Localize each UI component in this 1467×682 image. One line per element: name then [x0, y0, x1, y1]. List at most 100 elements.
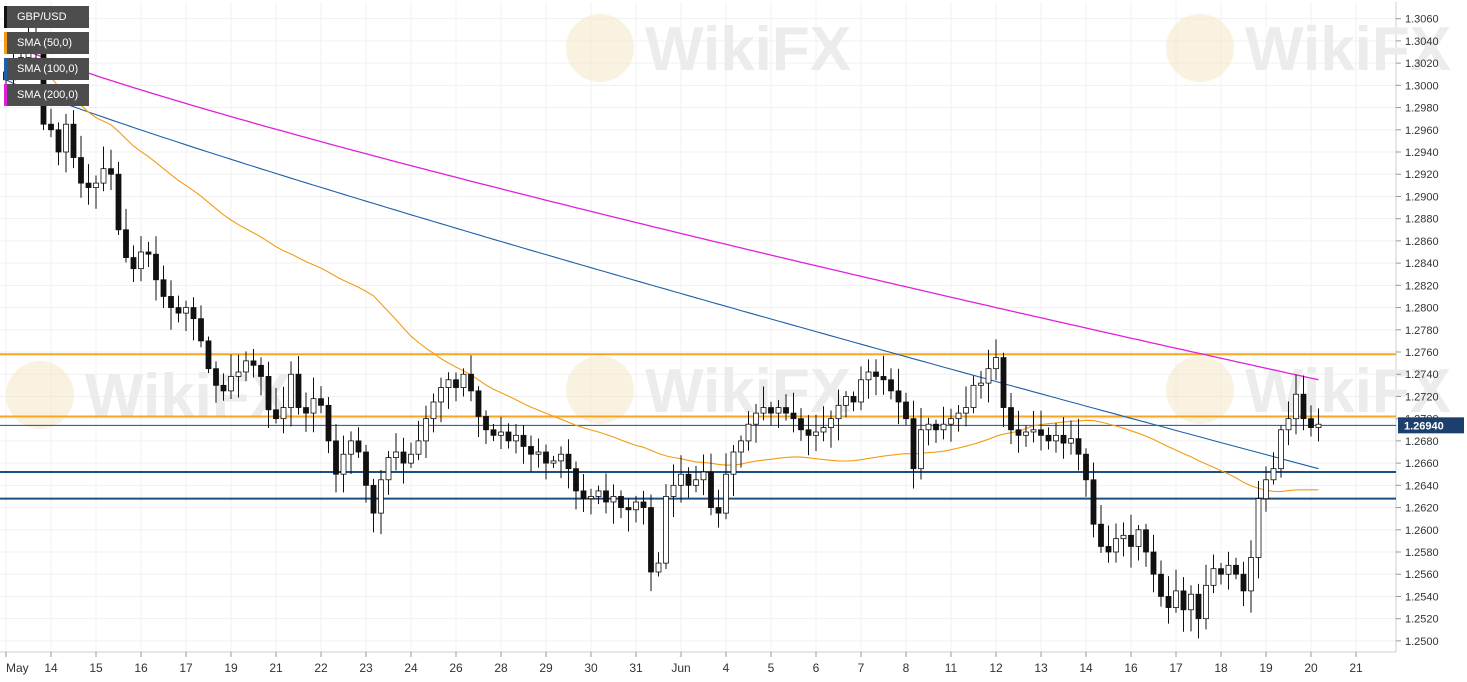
- candle: [1105, 525, 1112, 563]
- candle: [850, 391, 857, 412]
- candle: [880, 355, 887, 395]
- candle: [265, 361, 272, 428]
- candle-body-down: [355, 440, 362, 453]
- candle: [820, 406, 827, 442]
- candle: [678, 455, 684, 503]
- legend-sma-200[interactable]: SMA (200,0): [4, 84, 89, 106]
- candle: [558, 446, 564, 479]
- candle-body-up: [678, 473, 684, 486]
- candle-body-down: [295, 373, 302, 408]
- y-tick-label: 1.2780: [1405, 325, 1439, 337]
- legend-sma-50[interactable]: SMA (50,0): [4, 32, 89, 54]
- candle: [1068, 420, 1074, 455]
- legend-swatch: [4, 84, 7, 106]
- candle: [160, 265, 167, 309]
- candle-body-down: [1000, 357, 1007, 408]
- candle-body-down: [370, 484, 377, 514]
- candle: [685, 467, 692, 498]
- candle-body-up: [340, 453, 347, 475]
- candle-body-up: [1053, 434, 1059, 442]
- candle-body-down: [880, 376, 887, 381]
- legend-gbpusd[interactable]: GBP/USD: [4, 6, 89, 28]
- candle: [970, 376, 977, 414]
- candle: [978, 370, 984, 399]
- candle-body-up: [415, 440, 422, 455]
- candle-body-up: [993, 357, 999, 370]
- x-tick-label: 20: [1304, 661, 1318, 675]
- candle: [505, 423, 512, 449]
- candle: [1255, 480, 1262, 579]
- x-tick-label: 22: [314, 661, 328, 675]
- candle-body-up: [633, 501, 639, 511]
- candle-body-up: [550, 460, 557, 464]
- candle: [235, 354, 242, 398]
- candle: [565, 439, 572, 489]
- candle-body-down: [213, 368, 219, 386]
- candle: [228, 354, 234, 400]
- candle-body-down: [1150, 551, 1157, 575]
- candle-body-up: [1188, 593, 1194, 611]
- candle: [1188, 585, 1194, 632]
- y-tick-label: 1.2880: [1405, 214, 1439, 226]
- candle: [430, 393, 437, 433]
- candle: [640, 490, 647, 525]
- candle: [1000, 352, 1007, 428]
- candle-body-up: [745, 423, 752, 442]
- candle: [1098, 504, 1104, 553]
- candle-body-up: [1120, 534, 1127, 540]
- candle: [843, 391, 849, 418]
- y-tick-label: 1.2820: [1405, 280, 1439, 292]
- candle-body-up: [1255, 498, 1262, 558]
- candle: [1195, 583, 1202, 639]
- candle-body-up: [1263, 479, 1269, 500]
- candle-body-up: [1285, 418, 1292, 431]
- candle: [955, 404, 962, 432]
- x-tick-label: 19: [224, 661, 238, 675]
- candle-body-up: [378, 479, 384, 514]
- legend-sma-100[interactable]: SMA (100,0): [4, 58, 89, 80]
- y-tick-label: 1.2840: [1405, 258, 1439, 270]
- candle: [723, 453, 729, 520]
- candle: [273, 387, 279, 424]
- x-tick-label: 16: [1124, 661, 1138, 675]
- candle: [258, 357, 264, 396]
- candle: [783, 394, 789, 421]
- candle: [1308, 405, 1314, 437]
- candle: [348, 431, 354, 475]
- horizontal-levels[interactable]: [0, 353, 1396, 500]
- candle: [993, 339, 999, 381]
- candle-body-down: [363, 451, 369, 486]
- candle-body-up: [445, 379, 452, 388]
- indicator-legend: GBP/USD SMA (50,0) SMA (100,0) SMA (200,…: [4, 6, 89, 110]
- candle-body-down: [573, 468, 579, 492]
- candle-body-up: [558, 453, 564, 462]
- x-tick-label: 23: [359, 661, 373, 675]
- candle: [1315, 408, 1322, 442]
- candle: [78, 135, 84, 198]
- candle-body-down: [333, 440, 339, 475]
- candle-body-down: [648, 507, 654, 573]
- candle-body-down: [1045, 434, 1052, 442]
- candle: [963, 386, 969, 427]
- candle: [408, 442, 414, 468]
- candle: [93, 175, 99, 209]
- candle-body-down: [70, 123, 77, 158]
- last-price-text: 1.26940: [1404, 420, 1444, 432]
- candle-body-up: [865, 371, 872, 381]
- candle-body-up: [1278, 429, 1284, 470]
- candle-body-down: [1240, 573, 1247, 592]
- candle-body-up: [738, 440, 744, 453]
- candle: [123, 208, 129, 263]
- candle-body-up: [310, 398, 317, 414]
- x-tick-label: 21: [269, 661, 283, 675]
- y-tick-label: 1.2720: [1405, 391, 1439, 403]
- candle: [1023, 424, 1029, 447]
- watermark-logo-icon: [1166, 356, 1234, 424]
- candle-body-down: [1180, 590, 1187, 611]
- y-axis: 1.2500 1.2520 1.2540 1.2560 1.2580 1.2600 1.26…: [1396, 14, 1439, 648]
- candle: [528, 435, 534, 472]
- candle-body-up: [138, 251, 144, 270]
- candle-body-down: [768, 407, 774, 414]
- candle: [153, 236, 159, 301]
